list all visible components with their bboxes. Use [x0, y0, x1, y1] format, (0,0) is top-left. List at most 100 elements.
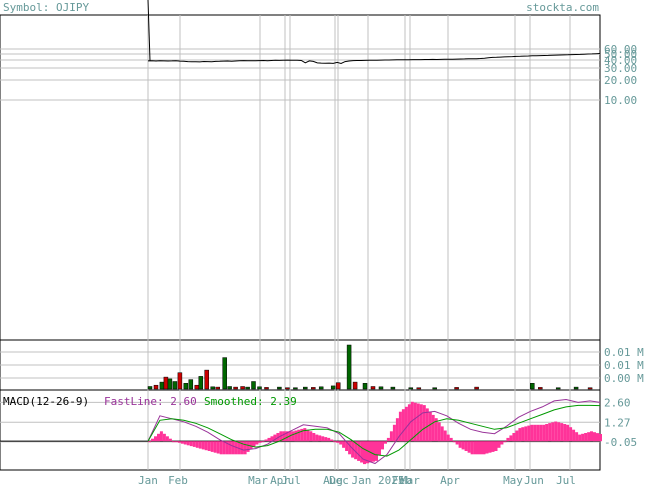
macd-histogram-bar [461, 441, 465, 450]
macd-histogram-bar [503, 441, 507, 443]
price-line [147, 0, 601, 65]
macd-histogram-bar [500, 441, 504, 445]
macd-histogram-bar [157, 433, 160, 442]
macd-histogram-bar [321, 436, 325, 442]
macd-histogram-bar [180, 441, 184, 444]
price-tick-label: 40.00 [604, 54, 637, 67]
volume-bar [240, 386, 245, 390]
volume-bar [454, 387, 459, 390]
macd-histogram-bar [494, 441, 498, 451]
macd-fast-line [147, 398, 601, 465]
volume-bar [194, 384, 200, 390]
volume-tick-label: 0.01 M [604, 346, 644, 359]
grid-lines [0, 15, 600, 470]
macd-histogram-bar [524, 426, 528, 442]
x-tick-label: Jan [138, 474, 158, 486]
volume-bar [416, 387, 422, 390]
volume-bar [264, 387, 269, 390]
macd-histogram-bar [548, 423, 552, 442]
macd-histogram-bar [336, 441, 340, 443]
macd-histogram-bar [593, 432, 596, 442]
macd-histogram-bar [330, 439, 334, 442]
macd-histogram-bar [360, 441, 364, 463]
macd-histogram-bar [557, 422, 561, 442]
macd-tick-label: 1.27 [604, 416, 631, 429]
x-tick-label: Dec [329, 474, 349, 486]
macd-panel-frame [0, 389, 601, 471]
macd-histogram-bar [210, 441, 214, 452]
macd-histogram-bar [581, 433, 585, 442]
volume-bar [318, 386, 324, 390]
macd-histogram-bar [521, 427, 525, 442]
x-tick-label: Mar [400, 474, 420, 486]
macd-histogram-bar [366, 441, 369, 464]
macd-histogram-bar [315, 434, 319, 442]
volume-bar [159, 381, 165, 390]
macd-histogram-bar [312, 433, 316, 442]
macd-histogram-bar [560, 423, 564, 442]
macd-histogram-bar [342, 441, 346, 448]
macd-histogram-bar [392, 424, 396, 442]
volume-bar [432, 387, 437, 390]
macd-histogram-bar [545, 424, 549, 442]
macd-histogram-bar [297, 429, 301, 442]
macd-histogram-bar [267, 437, 271, 442]
macd-histogram-bar [363, 441, 366, 465]
macd-histogram-bar [225, 441, 229, 455]
volume-bar [233, 386, 238, 390]
volume-bar [215, 386, 220, 390]
volume-bar [474, 386, 479, 390]
macd-histogram-bar [527, 425, 531, 442]
x-tick-label: May [503, 474, 523, 486]
macd-histogram-bar [389, 431, 393, 442]
macd-histogram-bar [584, 433, 588, 442]
macd-histogram-bar [575, 432, 579, 442]
volume-bar [573, 386, 579, 390]
macd-histogram-bar [189, 441, 193, 447]
symbol-label: Symbol: OJIPY [3, 1, 89, 14]
macd-histogram-bar [270, 436, 274, 442]
volume-bar [311, 387, 316, 390]
macd-tick-label: 2.60 [604, 396, 631, 409]
macd-tick-label: -0.05 [604, 436, 637, 449]
macd-histogram-bar [151, 438, 154, 442]
macd-histogram-bar [327, 437, 331, 442]
macd-histogram-bar [518, 428, 522, 442]
price-tick-label: 10.00 [604, 94, 637, 107]
macd-histogram-bar [249, 441, 253, 450]
volume-bar [183, 383, 189, 390]
macd-histogram-bar [563, 424, 567, 442]
macd-histogram-bar [413, 402, 417, 442]
x-tick-label: Apr [440, 474, 460, 486]
volume-bar [172, 381, 178, 390]
macd-histogram-bar [264, 439, 268, 442]
macd-histogram-bar [455, 441, 459, 445]
macd-histogram-bar [204, 441, 208, 451]
volume-bar [245, 386, 250, 390]
macd-histogram-bar [422, 405, 426, 442]
macd-histogram-bar [285, 431, 289, 442]
macd-histogram-bar [183, 441, 187, 445]
macd-histogram-bar [533, 424, 537, 442]
macd-histogram-bar [222, 441, 226, 455]
macd-histogram-bar [401, 409, 405, 442]
macd-histogram-bar [177, 441, 181, 443]
macd-histogram-bar [470, 441, 474, 455]
macd-histogram-bar [318, 435, 322, 442]
macd-histogram-bar [596, 433, 599, 442]
volume-bar [188, 379, 194, 390]
macd-histogram-bar [375, 441, 378, 461]
volume-bar [530, 383, 535, 390]
macd-histogram-bar [339, 441, 343, 445]
macd-histogram-bar [443, 430, 447, 442]
macd-histogram-bar [482, 441, 486, 455]
macd-histogram-bar [464, 441, 468, 451]
macd-histogram-bar [282, 431, 286, 442]
volume-bar [257, 386, 262, 390]
macd-histogram-bar [348, 441, 352, 455]
macd-histogram-bar [237, 441, 241, 455]
macd-fast-label: FastLine: 2.60 [104, 395, 197, 408]
macd-histogram-bar [485, 441, 489, 454]
macd-histogram-bar [354, 441, 358, 460]
